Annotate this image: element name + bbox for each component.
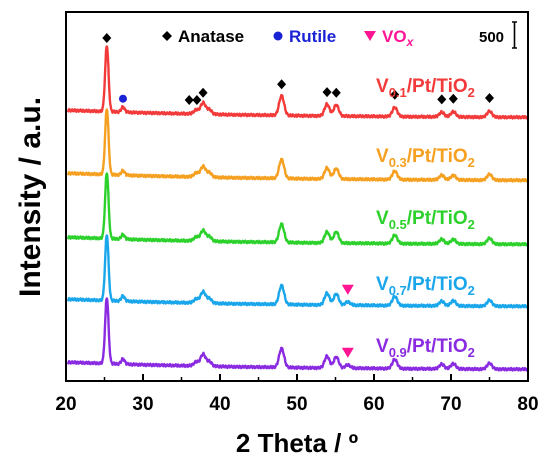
series-label-sub2: 2 <box>468 85 475 100</box>
marker-anatase-s0-9 <box>448 93 458 104</box>
series-label-rest: /Pt/TiO <box>407 76 468 97</box>
marker-anatase-s0-3 <box>198 87 208 98</box>
series-label-2: V0.5/Pt/TiO2 <box>376 208 475 232</box>
series-label-main: V <box>376 76 389 97</box>
series-label-rest: /Pt/TiO <box>407 274 468 295</box>
x-tick-label-40: 40 <box>209 394 230 415</box>
series-label-main: V <box>376 274 389 295</box>
series-label-rest: /Pt/TiO <box>407 208 468 229</box>
series-line-3 <box>66 234 529 309</box>
series-line-2 <box>66 172 529 247</box>
x-tick-label-60: 60 <box>363 394 384 415</box>
scale-bar: 500 <box>479 21 517 49</box>
marker-anatase-s0-10 <box>485 93 494 104</box>
series-label-sub: 0.5 <box>389 217 407 232</box>
marker-vox-s3-0 <box>341 284 354 295</box>
series-label-sub: 0.1 <box>389 85 407 100</box>
legend-vox-icon <box>364 31 376 41</box>
marker-anatase-s0-8 <box>437 94 447 105</box>
x-tick-label-30: 30 <box>132 394 153 415</box>
series-line-1 <box>66 108 529 183</box>
x-tick-label-50: 50 <box>286 394 307 415</box>
series-label-4: V0.9/Pt/TiO2 <box>376 336 475 360</box>
marker-anatase-s0-1 <box>184 95 194 106</box>
marker-anatase-s0-4 <box>277 79 287 90</box>
marker-vox-s4-0 <box>341 347 354 358</box>
series-label-main: V <box>376 208 389 229</box>
series-label-0: V0.1/Pt/TiO2 <box>376 76 475 100</box>
series-label-sub: 0.3 <box>389 155 407 170</box>
legend-vox-sub: x <box>406 35 415 49</box>
y-axis-title: Intensity / a.u. <box>14 97 47 297</box>
legend-vox-label: VOx <box>382 27 415 49</box>
marker-rutile-s0-0 <box>118 94 127 103</box>
marker-anatase-s0-7 <box>390 89 400 100</box>
series-label-rest: /Pt/TiO <box>407 146 468 167</box>
legend: Anatase Rutile VOx <box>162 27 415 49</box>
series-line-0 <box>66 45 529 120</box>
x-tick-label-20: 20 <box>55 394 76 415</box>
x-axis-title: 2 Theta / º <box>236 428 359 458</box>
series-label-sub: 0.9 <box>389 345 407 360</box>
series-label-rest: /Pt/TiO <box>407 336 468 357</box>
legend-rutile-label: Rutile <box>289 27 336 46</box>
series-label-main: V <box>376 336 389 357</box>
marker-anatase-s0-5 <box>322 87 332 98</box>
series-label-1: V0.3/Pt/TiO2 <box>376 146 475 170</box>
series-label-sub: 0.7 <box>389 283 407 298</box>
marker-anatase-s0-0 <box>102 33 112 43</box>
legend-anatase-label: Anatase <box>178 27 244 46</box>
plot-frame <box>65 11 529 382</box>
legend-vox-main: VO <box>382 27 407 46</box>
series-label-sub2: 2 <box>468 155 475 170</box>
marker-anatase-s0-2 <box>192 95 202 106</box>
series-labels-layer: V0.1/Pt/TiO2V0.3/Pt/TiO2V0.5/Pt/TiO2V0.7… <box>376 76 475 360</box>
series-label-3: V0.7/Pt/TiO2 <box>376 274 475 298</box>
series-label-sub2: 2 <box>468 283 475 298</box>
series-label-sub2: 2 <box>468 345 475 360</box>
markers-layer <box>102 33 494 358</box>
curves-layer <box>66 45 529 372</box>
legend-rutile-icon <box>273 31 283 41</box>
x-tick-label-70: 70 <box>440 394 461 415</box>
series-label-sub2: 2 <box>468 217 475 232</box>
series-line-4 <box>66 297 529 372</box>
marker-anatase-s0-6 <box>331 87 341 98</box>
x-tick-label-80: 80 <box>517 394 538 415</box>
legend-anatase-icon <box>162 31 172 41</box>
series-label-main: V <box>376 146 389 167</box>
scale-bar-line <box>512 21 517 49</box>
scale-bar-label: 500 <box>479 29 504 46</box>
x-ticks-layer: 20 30 40 50 60 70 80 <box>55 374 539 415</box>
